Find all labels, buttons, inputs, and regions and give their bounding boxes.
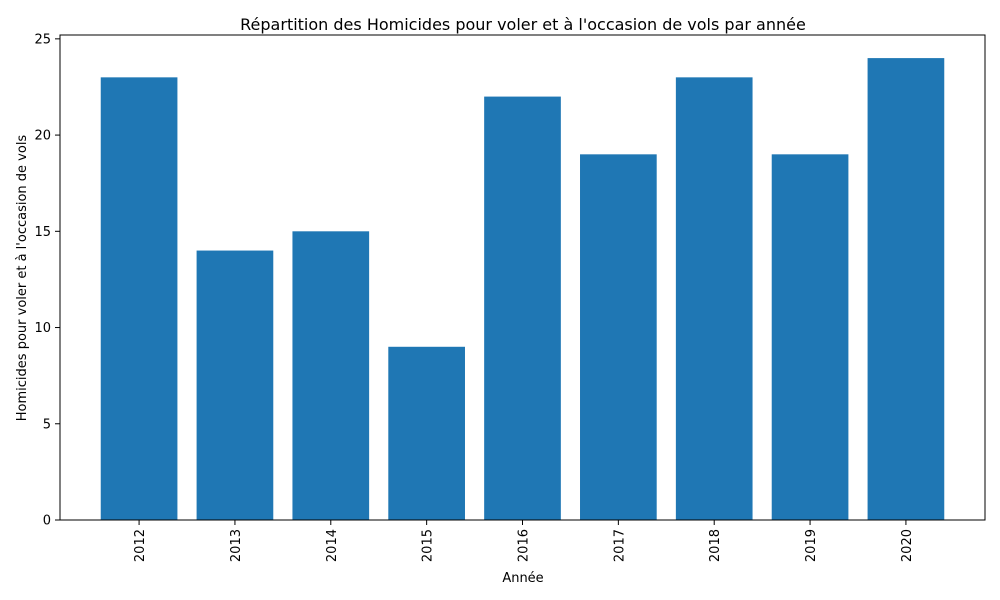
x-tick-label: 2012 [133,529,148,562]
bar-2015 [388,346,465,520]
chart-title: Répartition des Homicides pour voler et … [240,15,806,34]
plot-frame [59,34,986,521]
y-tick-label: 0 [43,514,51,529]
x-tick-label: 2016 [517,529,532,562]
x-tick-label: 2014 [325,529,340,562]
x-tick-label: 2018 [708,529,723,562]
x-tick-label: 2015 [421,529,436,562]
bar-2018 [675,77,753,520]
bar-2012 [100,77,178,520]
y-axis: 0 5 10 15 20 25 [34,32,60,529]
y-tick-label: 20 [34,129,51,144]
y-tick-label: 15 [34,225,51,240]
y-tick-label: 10 [34,321,51,336]
x-tick-label: 2013 [229,529,244,562]
x-axis: 2012 2013 2014 2015 2016 2017 2018 2019 2020 [133,520,915,562]
bar-2013 [196,250,274,521]
x-axis-label: Année [502,571,543,586]
bars-group [100,58,945,521]
y-tick-label: 25 [34,32,51,47]
y-axis-label: Homicides pour voler et à l'occasion de … [15,135,30,422]
x-tick-label: 2017 [612,529,627,562]
y-tick-label: 5 [43,417,51,432]
bar-2017 [580,154,657,521]
bar-2020 [867,58,945,520]
bar-2016 [484,96,561,520]
x-tick-label: 2020 [900,529,915,562]
bar-2019 [771,154,849,521]
x-tick-label: 2019 [804,529,819,562]
bar-2014 [292,231,370,521]
